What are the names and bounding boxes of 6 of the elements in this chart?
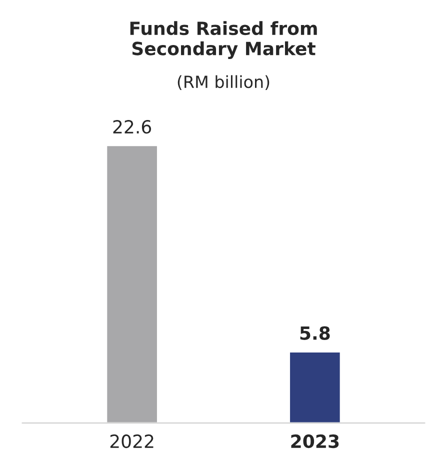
x-tick-label: 2023 — [291, 434, 339, 448]
data-label: 22.6 — [113, 120, 152, 134]
data-label: 5.8 — [300, 326, 330, 340]
chart-title: Funds Raised from Secondary Market — [130, 21, 317, 59]
chart-subtitle: (RM billion) — [178, 75, 270, 90]
x-tick-label: 2022 — [110, 434, 154, 448]
